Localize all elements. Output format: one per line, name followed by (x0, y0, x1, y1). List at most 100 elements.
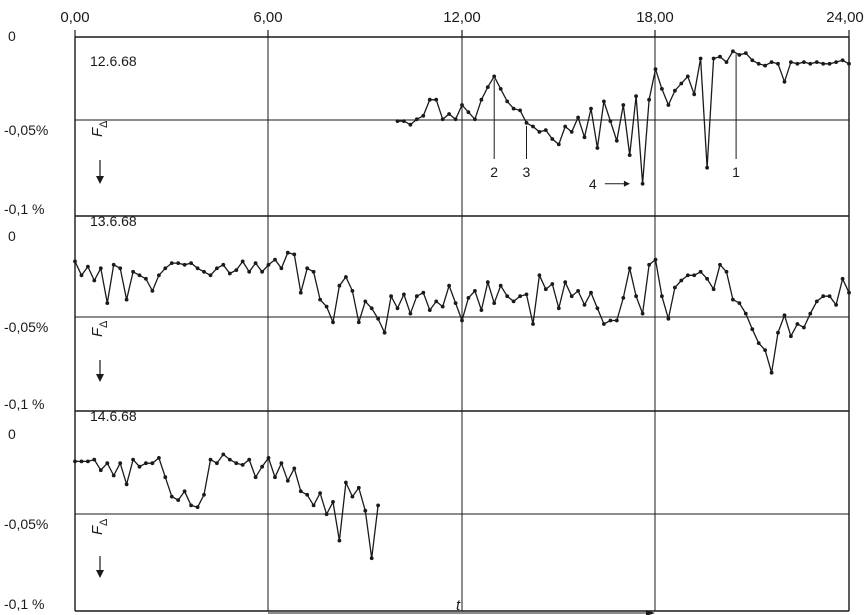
annotation-label: 4 (589, 176, 597, 192)
data-point (505, 99, 510, 104)
data-point (524, 121, 529, 125)
data-point (402, 119, 406, 123)
data-point (350, 494, 355, 499)
data-point (731, 49, 735, 54)
data-point (92, 457, 97, 462)
series-line (75, 453, 379, 559)
data-point (647, 97, 651, 102)
data-point (434, 97, 439, 102)
data-point (840, 276, 845, 281)
data-point (369, 306, 374, 311)
data-point (679, 278, 684, 283)
data-point (279, 461, 284, 466)
data-point (492, 74, 497, 79)
data-point (602, 322, 606, 326)
panel-date-label: 12.6.68 (90, 53, 137, 69)
data-point (221, 452, 226, 457)
data-point (344, 480, 348, 485)
data-point (395, 306, 400, 311)
data-point (79, 459, 84, 464)
right-arrow-icon (646, 610, 655, 615)
data-point (150, 289, 155, 293)
data-point (215, 266, 219, 271)
data-point (195, 266, 200, 271)
data-point (157, 273, 161, 278)
x-tick-label: 24,00 (826, 9, 864, 26)
data-point (298, 489, 303, 494)
x-tick-label: 0,00 (60, 9, 89, 26)
data-point (137, 464, 142, 469)
data-point (718, 262, 722, 267)
data-point (266, 456, 271, 460)
x-tick-label: 6,00 (253, 9, 282, 26)
data-point (331, 320, 335, 325)
data-point (240, 463, 245, 467)
data-point (537, 273, 542, 278)
data-point (814, 299, 819, 304)
data-point (331, 500, 335, 504)
data-point (73, 459, 77, 464)
data-point (111, 473, 116, 478)
data-point (634, 294, 638, 299)
annotation-label: 1 (732, 164, 740, 180)
data-point (827, 294, 832, 299)
panel-date-label: 13.6.68 (90, 213, 137, 229)
data-point (427, 97, 432, 102)
y-tick-label: 0 (8, 228, 16, 244)
data-point (782, 313, 787, 318)
data-point (189, 261, 194, 265)
data-point (492, 301, 497, 305)
data-point (698, 56, 703, 61)
data-point (389, 294, 393, 299)
data-point (647, 262, 651, 267)
data-point (163, 475, 168, 480)
y-axis-symbols: F Δ F Δ F Δ (89, 120, 110, 578)
data-point (215, 461, 219, 466)
data-point (305, 492, 310, 497)
data-point (724, 269, 729, 274)
data-point (511, 299, 516, 304)
data-point (731, 297, 735, 302)
data-point (518, 294, 522, 299)
data-point (621, 296, 626, 300)
data-point (614, 318, 619, 323)
data-point (356, 320, 361, 325)
data-point (640, 311, 645, 316)
data-point (847, 290, 851, 295)
data-point (92, 278, 97, 283)
data-point (479, 308, 484, 312)
data-point (86, 264, 90, 269)
data-point (705, 165, 709, 170)
data-point (363, 508, 368, 513)
data-point (440, 117, 445, 122)
data-point (124, 297, 129, 302)
data-point (563, 124, 568, 129)
data-point (608, 318, 613, 323)
data-point (782, 79, 787, 84)
data-point (627, 266, 632, 271)
data-point (402, 292, 406, 297)
y-tick-label: 0 (8, 426, 16, 442)
data-point (131, 269, 136, 274)
y-axis-symbol-subscript: Δ (98, 518, 110, 526)
data-point (660, 294, 664, 299)
data-point (653, 257, 658, 262)
data-point (847, 61, 851, 66)
x-tick-labels: 0,00 6,00 12,00 18,00 24,00 (60, 9, 863, 26)
data-point (337, 283, 342, 288)
data-point (673, 88, 677, 93)
data-point (427, 308, 432, 312)
data-point (621, 103, 626, 107)
data-point (311, 503, 316, 508)
data-point (105, 301, 110, 305)
data-point (260, 464, 264, 469)
data-point (169, 261, 174, 265)
data-point (834, 60, 838, 64)
data-point (208, 457, 213, 462)
data-point (182, 262, 187, 267)
data-point (795, 322, 800, 326)
data-point (802, 60, 806, 64)
data-point (169, 494, 174, 499)
data-point (208, 273, 213, 278)
data-point (318, 491, 322, 495)
